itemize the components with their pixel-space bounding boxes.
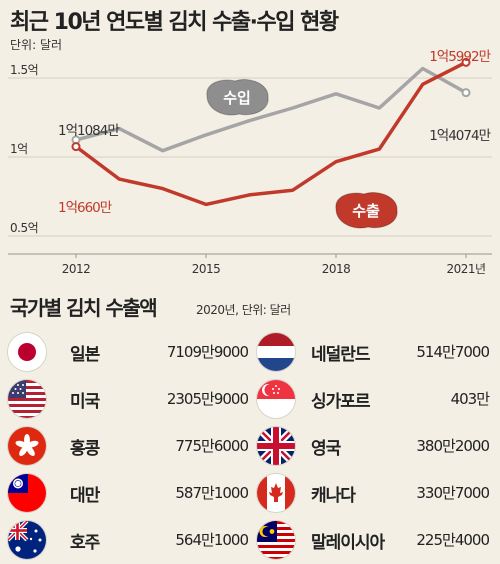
- australia-flag-icon: [8, 521, 46, 559]
- country-name: 네덜란드: [311, 345, 371, 365]
- section-title: 국가별 김치 수출액: [10, 296, 158, 320]
- x-tick-label: 2018: [322, 262, 351, 276]
- x-tick-label: 2021년: [446, 262, 485, 276]
- import-end-point: [461, 88, 471, 98]
- import-series-line: [74, 66, 468, 153]
- country-value: 225만4000: [416, 531, 490, 549]
- country-value: 564만1000: [175, 531, 249, 549]
- country-name: 대만: [70, 486, 100, 506]
- country-value: 2305만9000: [166, 390, 249, 408]
- country-row-japan: 일본 7109만9000: [8, 330, 249, 374]
- singapore-flag-icon: [257, 380, 295, 418]
- country-row-hongkong: 홍콩 775만6000: [8, 424, 249, 468]
- x-tick-label: 2015: [192, 262, 221, 276]
- line-chart: 1.5억 1억 0.5억 2012 2015 2018 2021년 1억1084만 1억660만…: [8, 49, 492, 276]
- country-value: 380만2000: [416, 437, 490, 455]
- country-name: 영국: [311, 439, 341, 459]
- y-tick-label: 1.5억: [10, 63, 38, 77]
- country-row-usa: 미국 2305만9000: [8, 377, 249, 421]
- export-end-value-label: 1억5992만: [429, 49, 490, 65]
- uk-flag-icon: [257, 427, 295, 465]
- import-start-value-label: 1억1084만: [58, 123, 119, 139]
- export-series-line: [74, 60, 468, 207]
- chart-title: 최근 10년 연도별 김치 수출·수입 현황: [10, 10, 339, 35]
- hongkong-flag-icon: [8, 427, 46, 465]
- netherlands-flag-icon: [257, 333, 295, 371]
- country-row-netherlands: 네덜란드 514만7000: [257, 330, 490, 374]
- export-end-point: [461, 57, 471, 67]
- country-name: 말레이시아: [311, 533, 385, 553]
- country-row-taiwan: 대만 587만1000: [8, 471, 249, 515]
- country-value: 7109만9000: [166, 343, 249, 361]
- section-note: 2020년, 단위: 달러: [196, 303, 291, 317]
- export-start-value-label: 1억660만: [58, 200, 112, 216]
- japan-flag-icon: [8, 333, 46, 371]
- country-name: 미국: [70, 392, 100, 412]
- country-export-list: 일본 7109만9000 미국 2305만9000: [0, 330, 500, 564]
- series-badge-shape: [335, 192, 398, 229]
- import-series-badge: 수입: [206, 79, 269, 116]
- taiwan-flag-icon: [8, 474, 46, 512]
- unit-label: 단위: 달러: [10, 38, 63, 52]
- import-end-value-label: 1억4074만: [429, 128, 490, 144]
- export-series-badge: 수출: [335, 192, 398, 229]
- y-tick-label: 1억: [10, 142, 28, 156]
- country-value: 587만1000: [175, 484, 249, 502]
- country-name: 호주: [70, 533, 100, 553]
- series-name-label: 수입: [223, 89, 251, 107]
- y-tick-label: 0.5억: [10, 221, 38, 235]
- country-row-australia: 호주 564만1000: [8, 518, 249, 562]
- series-name-label: 수출: [352, 202, 380, 220]
- usa-flag-icon: [8, 380, 46, 418]
- country-name: 싱가포르: [311, 392, 371, 412]
- country-value: 514만7000: [416, 343, 490, 361]
- country-row-uk: 영국 380만2000: [257, 424, 490, 468]
- country-row-singapore: 싱가포르 403만: [257, 377, 490, 421]
- country-row-malaysia: 말레이시아 225만4000: [257, 518, 490, 562]
- country-name: 홍콩: [70, 439, 100, 459]
- country-value: 403만: [450, 390, 490, 408]
- country-name: 일본: [70, 345, 100, 365]
- x-tick-label: 2012: [62, 262, 91, 276]
- country-value: 330만7000: [416, 484, 490, 502]
- canada-flag-icon: [257, 474, 295, 512]
- malaysia-flag-icon: [257, 521, 295, 559]
- export-start-point: [71, 142, 81, 152]
- country-value: 775만6000: [175, 437, 249, 455]
- country-row-canada: 캐나다 330만7000: [257, 471, 490, 515]
- series-badge-shape: [206, 79, 269, 116]
- country-name: 캐나다: [311, 486, 356, 506]
